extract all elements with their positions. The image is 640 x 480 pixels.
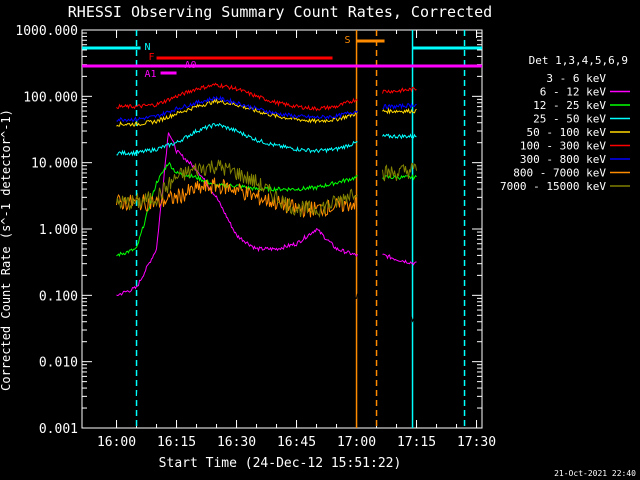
series-line: [116, 122, 358, 157]
legend-entry-label: 800 - 7000 keV: [513, 167, 606, 180]
annotation-label: A1: [145, 69, 157, 80]
attenuator-lines: [135, 30, 466, 428]
series-line: [382, 253, 417, 266]
legend-entry-label: 100 - 300 keV: [520, 140, 606, 153]
series-line: [116, 178, 358, 402]
annotations-group: NF A0 A1 S: [82, 35, 482, 80]
series-line: [382, 162, 417, 182]
legend-entry-label: 12 - 25 keV: [533, 99, 606, 112]
x-tick-label: 16:15: [157, 435, 196, 450]
series-line: [116, 177, 357, 219]
y-tick-label: 0.001: [39, 422, 78, 437]
y-tick-label: 0.100: [39, 289, 78, 304]
series-line: [382, 174, 417, 181]
legend-title: Det 1,3,4,5,6,9: [529, 54, 628, 67]
x-tick-label: 17:15: [397, 435, 436, 450]
series-line: [116, 95, 358, 123]
y-tick-label: 1.000: [39, 223, 78, 238]
y-tick-label: 1000.000: [15, 24, 78, 39]
series-line: [382, 133, 417, 140]
series-line: [382, 107, 417, 115]
series-line: [116, 159, 358, 219]
x-tick-label: 16:45: [277, 435, 316, 450]
legend-entry-label: 7000 - 15000 keV: [500, 180, 606, 193]
series-group: [116, 82, 417, 402]
x-axis-label: Start Time (24-Dec-12 15:51:22): [159, 456, 402, 471]
series-line: [382, 86, 417, 94]
y-tick-label: 0.010: [39, 356, 78, 371]
annotation-label: N: [145, 42, 151, 53]
legend-entry-label: 25 - 50 keV: [533, 113, 606, 126]
y-tick-label: 100.000: [23, 90, 78, 105]
series-line: [116, 132, 358, 297]
y-tick-label: 10.000: [31, 157, 78, 172]
chart-title: RHESSI Observing Summary Count Rates, Co…: [68, 3, 492, 21]
series-line: [116, 82, 358, 112]
legend-entry-label: 300 - 800 keV: [520, 153, 606, 166]
legend-entry-label: 50 - 100 keV: [527, 126, 607, 139]
y-axis-label: Corrected Count Rate (s^-1 detector^-1): [0, 109, 13, 391]
x-tick-label: 17:30: [457, 435, 496, 450]
footer-timestamp: 21-Oct-2021 22:40: [554, 469, 636, 478]
legend-entry-label: 3 - 6 keV: [546, 72, 606, 85]
axis-ticks: 16:00 16:15 16:30 16:45 17:00 17:15 17:30 0.001…: [15, 24, 496, 450]
annotation-label: F: [149, 52, 155, 63]
legend-entry-label: 6 - 12 keV: [540, 86, 607, 99]
x-tick-label: 16:30: [217, 435, 256, 450]
x-tick-label: 16:00: [97, 435, 136, 450]
series-line: [382, 102, 417, 110]
x-tick-label: 17:00: [337, 435, 376, 450]
series-line: [116, 161, 358, 257]
series-line: [382, 298, 417, 324]
annotation-label: S: [345, 35, 351, 46]
series-line: [116, 97, 358, 127]
annotation-label: A0: [185, 60, 197, 71]
